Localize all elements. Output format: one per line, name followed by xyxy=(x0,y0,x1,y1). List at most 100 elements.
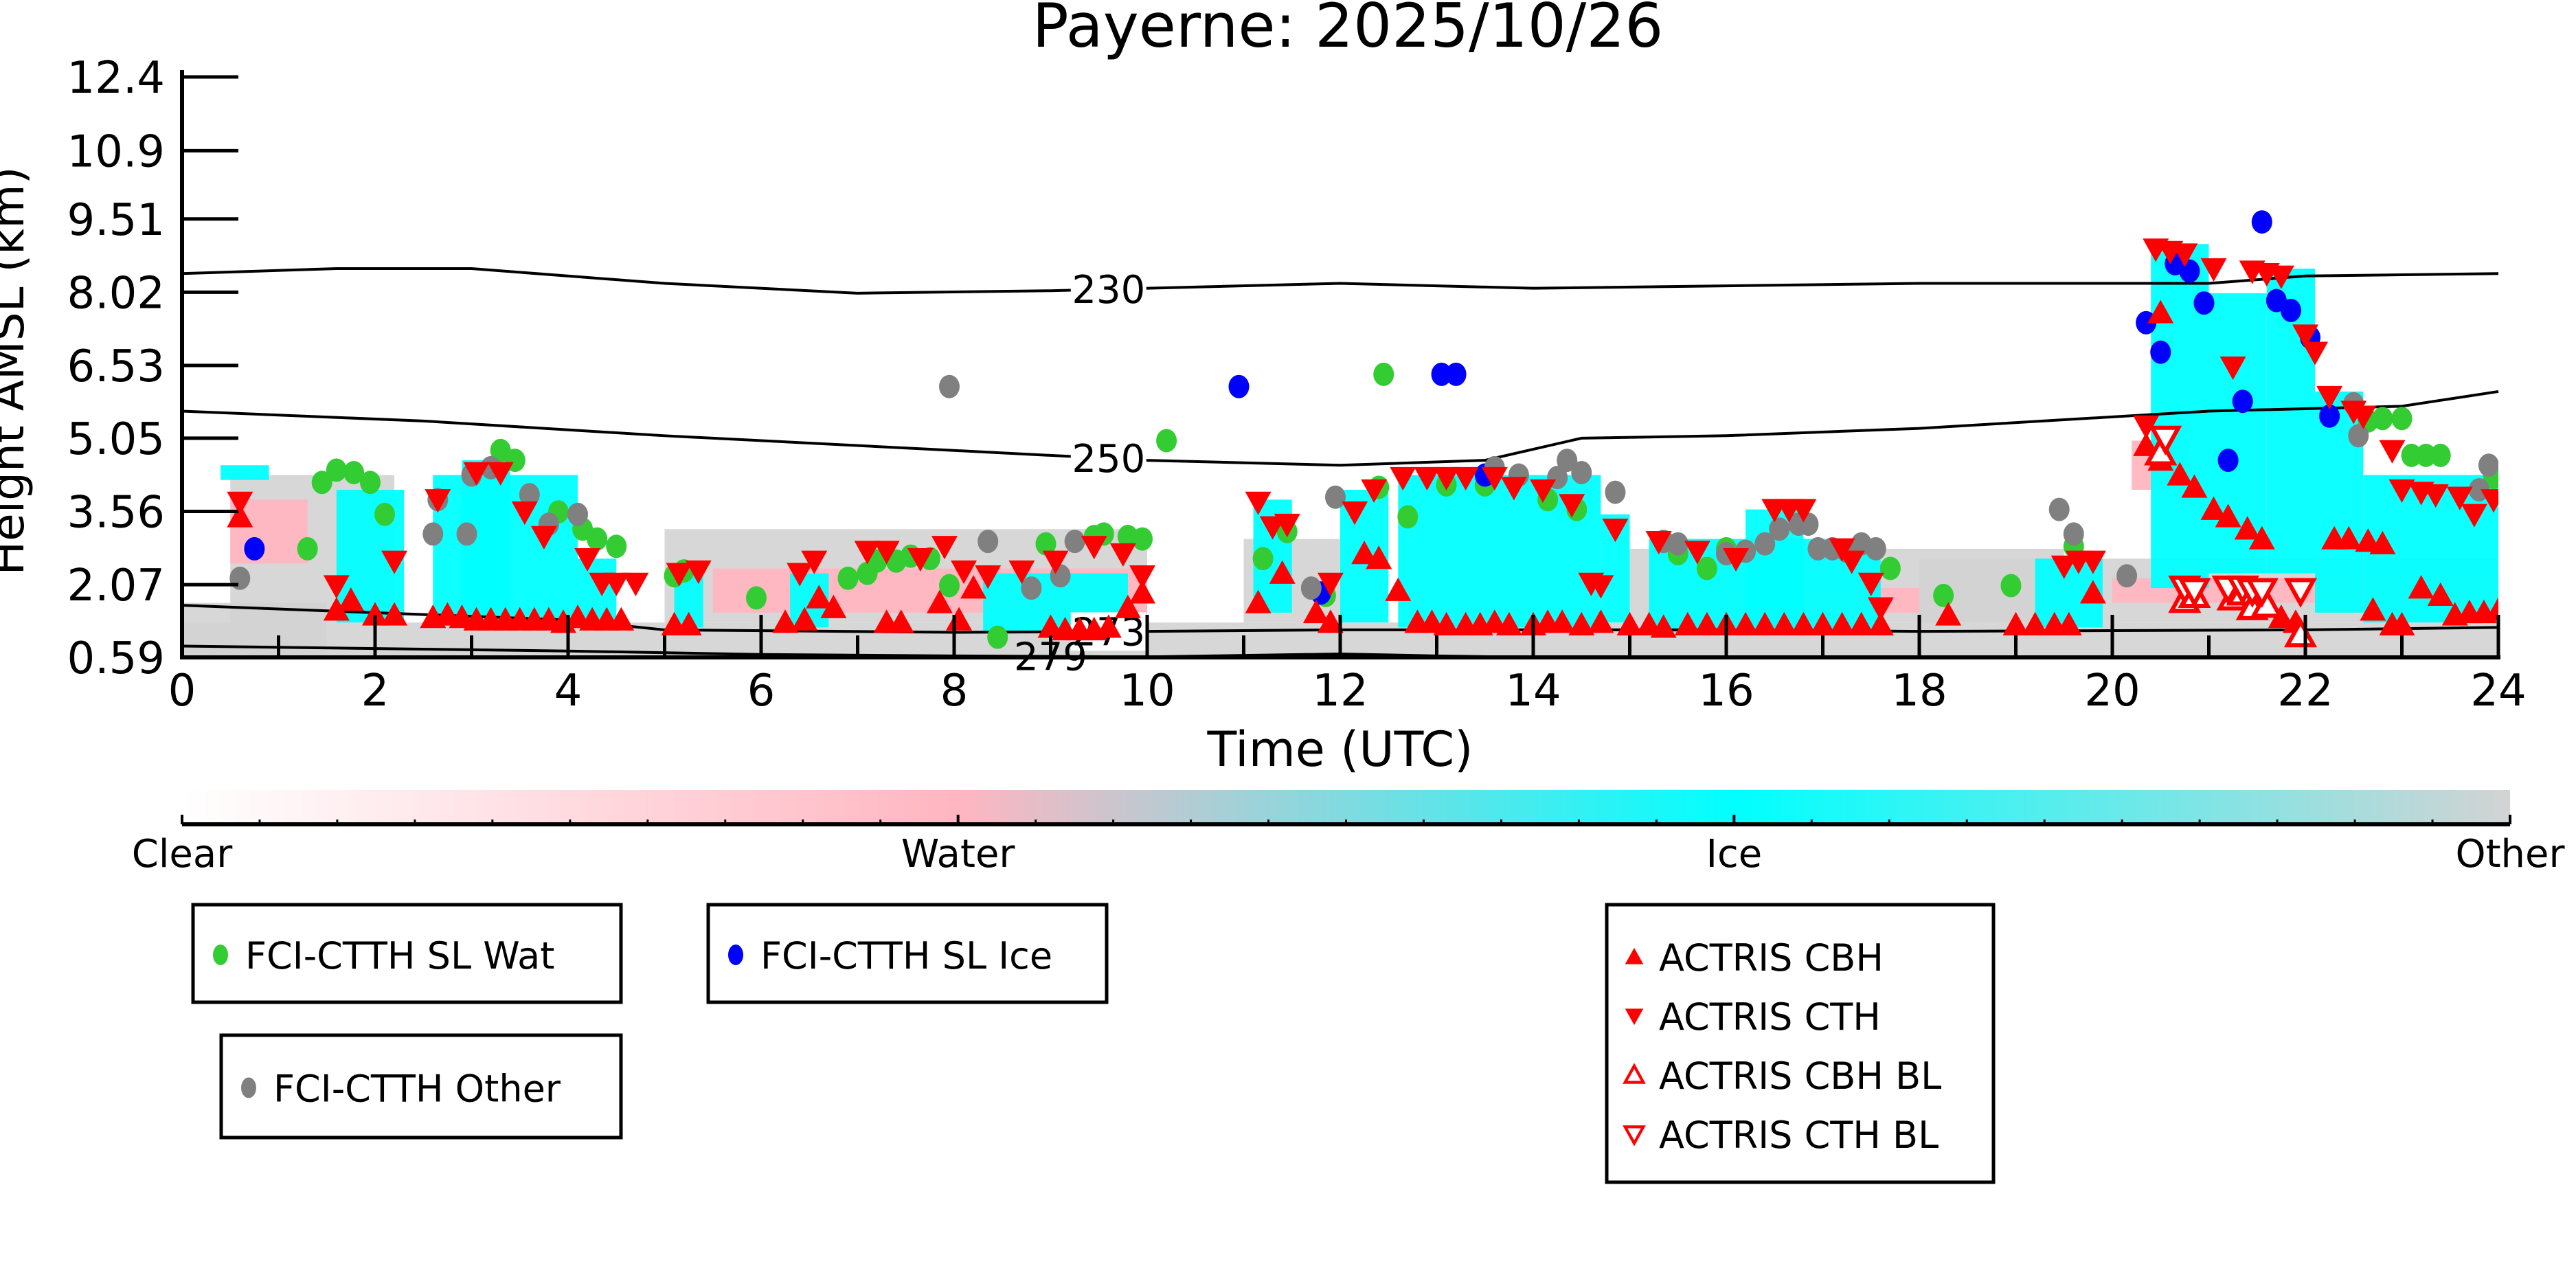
point-actris-cth xyxy=(1109,543,1136,567)
point-fci-ctth-sl-ice xyxy=(2251,210,2272,234)
point-actris-cbh xyxy=(1771,611,1798,635)
cloud-phase-ice-region xyxy=(221,465,269,480)
point-actris-cbh xyxy=(1549,609,1576,633)
point-fci-ctth-other xyxy=(938,374,960,398)
point-actris-cth xyxy=(2446,486,2473,510)
point-actris-cth-bl xyxy=(2245,578,2279,608)
point-actris-cth xyxy=(854,541,881,565)
point-actris-cbh xyxy=(323,597,350,621)
series-fci-ctth-sl-ice xyxy=(244,210,2340,605)
point-fci-ctth-other xyxy=(1300,576,1322,600)
point-actris-cbh xyxy=(2427,582,2454,607)
point-actris-cth xyxy=(2422,484,2449,508)
point-actris-cbh xyxy=(1433,611,1460,635)
legend-label: ACTRIS CTH xyxy=(1659,995,1881,1039)
point-actris-cth xyxy=(666,563,692,587)
point-fci-ctth-sl-ice xyxy=(1228,374,1250,398)
point-actris-cth xyxy=(2302,341,2329,365)
point-actris-cth xyxy=(1361,479,1388,504)
point-actris-cth xyxy=(2133,415,2160,440)
point-actris-cbh xyxy=(2147,300,2174,324)
legend-frame xyxy=(1605,903,1996,1184)
point-actris-cth-bl xyxy=(2283,578,2318,608)
legend-frame xyxy=(706,903,1109,1004)
point-fci-ctth-sl-wat xyxy=(297,536,318,561)
point-actris-cth xyxy=(1838,550,1865,574)
legend-box: FCI-CTTH Other xyxy=(219,1033,623,1140)
point-fci-ctth-sl-wat xyxy=(837,566,859,590)
point-fci-ctth-other xyxy=(1605,480,1626,504)
point-actris-cth xyxy=(907,547,934,572)
point-actris-cbh xyxy=(1809,611,1836,635)
point-fci-ctth-sl-wat xyxy=(1879,556,1901,580)
point-fci-ctth-sl-wat xyxy=(1373,362,1394,386)
point-actris-cth xyxy=(1530,479,1557,504)
point-actris-cbh xyxy=(1317,609,1344,633)
point-fci-ctth-sl-wat xyxy=(1131,527,1153,551)
point-fci-ctth-sl-wat xyxy=(359,471,381,495)
point-actris-cth xyxy=(873,541,900,565)
point-actris-cbh xyxy=(1245,589,1272,613)
point-actris-cth xyxy=(801,550,828,574)
point-actris-cth xyxy=(1274,513,1300,538)
point-actris-cth xyxy=(2079,550,2106,574)
point-actris-cth xyxy=(1481,466,1508,491)
point-fci-ctth-sl-ice xyxy=(244,536,265,561)
point-actris-cbh xyxy=(381,602,408,626)
point-actris-cth xyxy=(1342,501,1368,526)
point-actris-cth xyxy=(323,575,350,599)
legend-marker-icon xyxy=(241,1077,256,1098)
point-actris-cbh xyxy=(1732,611,1759,635)
point-fci-ctth-sl-wat xyxy=(587,527,608,551)
point-fci-ctth-other xyxy=(1807,536,1829,561)
point-actris-cbh xyxy=(1674,611,1701,635)
point-actris-cth xyxy=(1042,550,1069,574)
point-fci-ctth-other xyxy=(1769,517,1790,541)
legend-item-fci-ctth-sl-wat: FCI-CTTH SL Wat xyxy=(213,934,554,978)
point-actris-cth xyxy=(787,563,813,587)
y-axis-label: Height AMSL (km) xyxy=(0,167,34,576)
point-actris-cth xyxy=(530,526,557,550)
point-fci-ctth-sl-ice xyxy=(2193,291,2215,315)
point-actris-cth xyxy=(2171,243,2198,267)
point-actris-cbh xyxy=(1385,577,1412,601)
point-actris-cth xyxy=(1867,597,1894,621)
point-fci-ctth-other xyxy=(1064,530,1085,554)
point-fci-ctth-sl-wat xyxy=(2430,443,2451,467)
point-actris-cth xyxy=(511,501,538,526)
point-fci-ctth-other xyxy=(1324,485,1346,509)
point-fci-ctth-other xyxy=(978,530,999,554)
point-fci-ctth-sl-wat xyxy=(1156,429,1177,453)
point-actris-cth xyxy=(975,565,1002,589)
point-actris-cth xyxy=(1559,494,1585,518)
point-actris-cbh xyxy=(1588,609,1614,633)
point-fci-ctth-sl-wat xyxy=(987,625,1008,649)
point-fci-ctth-sl-ice xyxy=(2217,449,2239,473)
point-actris-cth xyxy=(2461,504,2487,528)
x-axis-label: Time (UTC) xyxy=(1207,721,1473,778)
point-actris-cbh xyxy=(1867,611,1894,635)
point-actris-cbh xyxy=(1351,541,1378,565)
point-actris-cth xyxy=(1790,499,1817,523)
y-tick-label: 10.9 xyxy=(67,126,166,177)
x-tick-label: 8 xyxy=(940,666,969,716)
point-actris-cth xyxy=(622,572,649,596)
point-fci-ctth-other xyxy=(1667,532,1688,556)
point-actris-cth xyxy=(2379,440,2406,464)
colorbar-gradient xyxy=(182,790,2510,824)
point-actris-cbh xyxy=(1790,611,1817,635)
legend-label: ACTRIS CBH xyxy=(1659,936,1884,980)
point-actris-cth xyxy=(1008,560,1035,585)
legend-box: ACTRIS CBH ACTRIS CTH ACTRIS CBH BL ACTRIS … xyxy=(1605,903,1996,1184)
point-fci-ctth-sl-wat xyxy=(1035,532,1057,556)
legend-marker-icon xyxy=(728,945,743,965)
y-tick-label: 0.59 xyxy=(67,633,166,684)
point-actris-cth xyxy=(381,550,408,574)
point-fci-ctth-other xyxy=(2048,497,2070,521)
legend-label: ACTRIS CBH BL xyxy=(1659,1054,1941,1098)
contour-label-bg xyxy=(1070,270,1146,309)
point-fci-ctth-other xyxy=(567,502,589,526)
point-fci-ctth-sl-wat xyxy=(2401,443,2422,467)
series-actris-cbh xyxy=(227,300,2498,641)
legend-marker-icon xyxy=(1625,1008,1644,1026)
